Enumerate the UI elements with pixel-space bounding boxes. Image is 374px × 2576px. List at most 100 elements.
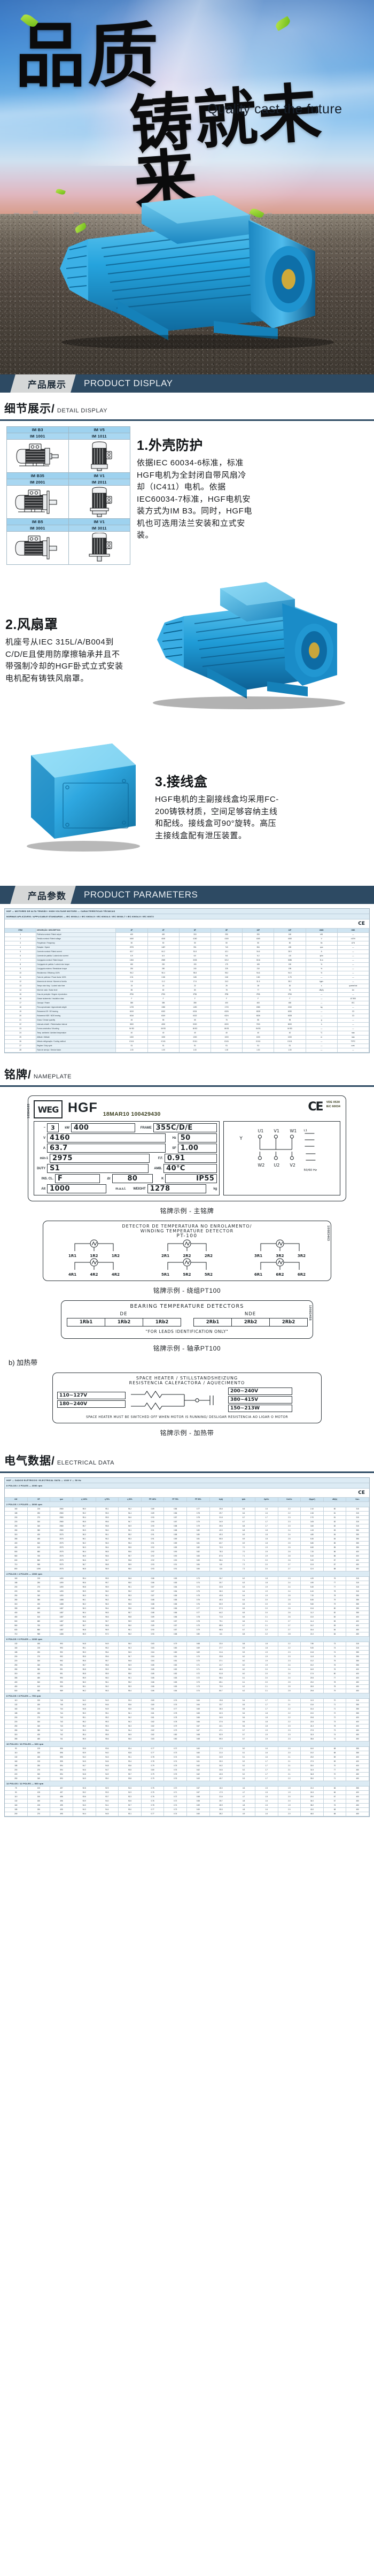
table-cell: 0.90 bbox=[164, 1550, 187, 1554]
table-cell: 94.5 bbox=[119, 1651, 142, 1655]
product-parameters-table: HGF — MOTORES DE ALTA TENSÃO / HIGH VOLT… bbox=[4, 908, 370, 1053]
table-cell: 5000 bbox=[179, 1023, 211, 1027]
table-cell: 0.85 bbox=[164, 1603, 187, 1607]
table-cell: 2.2 bbox=[278, 1507, 301, 1512]
table-row: 220 300 743 95.2 95.3 94.3 0.82 0.78 0.66 37.6 5.6… bbox=[5, 1720, 369, 1724]
table-cell: 0.88 bbox=[164, 1533, 187, 1537]
table-cell: Fator de potência / Power factor 100% bbox=[36, 976, 116, 980]
table-cell: C3 bbox=[337, 1010, 369, 1014]
table-cell: 1.6 bbox=[255, 1512, 278, 1516]
table-cell: 2.4 bbox=[278, 1585, 301, 1590]
subsection-cn-text: 电气数据/ bbox=[4, 1455, 55, 1467]
table-cell: 0.81 bbox=[141, 1707, 165, 1712]
voltage-key: V bbox=[43, 1136, 45, 1140]
table-cell: 75 bbox=[323, 1655, 347, 1659]
table-cell: 78 bbox=[211, 988, 243, 993]
table-cell: 2980 bbox=[50, 1512, 73, 1516]
table-cell: 0.78 bbox=[187, 1512, 210, 1516]
nameplate-serial: 18MAR10 100429430 bbox=[103, 1111, 161, 1117]
table-cell: 50 bbox=[274, 941, 306, 946]
table-cell: 2.5 bbox=[278, 1689, 301, 1693]
table-row: 560 760 2975 96.5 96.6 95.7 0.92 0.90 0.83 87.6 7.… bbox=[5, 1554, 369, 1559]
table-cell: 96.9 bbox=[96, 1567, 119, 1571]
table-cell: Fator de serviço / Service factor bbox=[36, 1048, 116, 1053]
table-cell: 93.2 bbox=[73, 1791, 96, 1795]
table-cell: 0.83 bbox=[141, 1737, 165, 1742]
table-cell: 70 bbox=[323, 1699, 347, 1703]
table-cell: 0.78 bbox=[141, 1760, 165, 1764]
table-header-row: kW HP rpm η 100% η 75% η 50% FP 100% FP 75% FP 5… bbox=[5, 1498, 369, 1502]
table-cell: 16.4 bbox=[301, 1707, 324, 1712]
table-cell: 0.89 bbox=[141, 1512, 165, 1516]
table-cell: 355 bbox=[346, 1529, 369, 1533]
table-cell: 1490 bbox=[50, 1581, 73, 1585]
table-cell: 380 bbox=[27, 1598, 51, 1603]
table-cell: 0.68 bbox=[187, 1737, 210, 1742]
table-cell: 31.5 bbox=[301, 1768, 324, 1773]
table-cell: 594 bbox=[50, 1768, 73, 1773]
table-cell: 0.83 bbox=[187, 1559, 210, 1563]
table-row: 355 480 741 95.5 95.6 94.6 0.83 0.80 0.68 59.0 5.7… bbox=[5, 1737, 369, 1742]
table-cell: — bbox=[337, 1027, 369, 1031]
table-cell: 400 bbox=[346, 1795, 369, 1799]
table-cell: 400 bbox=[147, 933, 180, 937]
table-cell: 2.2 bbox=[278, 1716, 301, 1720]
table-cell: 96.2 bbox=[73, 1689, 96, 1693]
table-cell: 94.3 bbox=[119, 1720, 142, 1724]
table-cell: Nível de ruído / Noise level bbox=[36, 988, 116, 993]
table-cell: 5.40 bbox=[301, 1585, 324, 1590]
table-cell: 12.0 bbox=[301, 1567, 324, 1571]
table-cell: 200 bbox=[243, 933, 275, 937]
table-cell: max bbox=[337, 1036, 369, 1040]
table-cell: 93.0 bbox=[119, 1808, 142, 1812]
table-cell: 0.80 bbox=[141, 1699, 165, 1703]
table-cell: 6.9 bbox=[232, 1537, 255, 1542]
table-cell: 2.2 bbox=[278, 1646, 301, 1651]
table-cell: 2980 bbox=[50, 1524, 73, 1529]
table-cell: 2.5 bbox=[278, 1598, 301, 1603]
table-cell: 93.9 bbox=[119, 1707, 142, 1712]
table-cell: 26.7 bbox=[209, 1577, 233, 1581]
table-cell: 450 bbox=[346, 1681, 369, 1685]
table-cell: 52.9 bbox=[209, 1733, 233, 1737]
table-cell: 94.5 bbox=[73, 1760, 96, 1764]
table-cell: 0.73 bbox=[164, 1751, 187, 1755]
pt100-lead-label: 1R2 bbox=[90, 1254, 98, 1258]
table-cell: 0.82 bbox=[211, 976, 243, 980]
table-cell: 990 bbox=[50, 1685, 73, 1689]
table-cell: 95.5 bbox=[96, 1733, 119, 1737]
table-cell: 1.9 bbox=[255, 1651, 278, 1655]
table-cell: 2975 bbox=[50, 1554, 73, 1559]
table-cell: 6000 bbox=[211, 1023, 243, 1027]
table-cell: 2.3 bbox=[278, 1655, 301, 1659]
table-cell: 315 bbox=[346, 1699, 369, 1703]
table-row: 250 340 2980 95.7 95.8 94.9 0.90 0.88 0.79 39.5 6.… bbox=[5, 1524, 369, 1529]
table-cell: 315 bbox=[5, 1533, 28, 1537]
table-cell: 0.82 bbox=[187, 1546, 210, 1550]
table-cell: 5.2 bbox=[232, 1773, 255, 1777]
table-cell: 96.2 bbox=[73, 1542, 96, 1546]
table-cell: 175 bbox=[211, 963, 243, 967]
table-cell: 4.15 bbox=[301, 1529, 324, 1533]
table-cell: 1000 bbox=[147, 1036, 180, 1040]
table-row: 23 Forma construtiva / Mounting IM B3 IM B3… bbox=[5, 1027, 369, 1031]
table-cell: 2.1 bbox=[255, 1685, 278, 1689]
table-cell: Corrente nominal / Rated current bbox=[36, 950, 116, 954]
table-cell: 78 bbox=[323, 1590, 347, 1594]
table-cell: 94.0 bbox=[96, 1799, 119, 1804]
table-row: 250 340 743 95.2 95.3 94.3 0.82 0.79 0.67 42.1 5.6… bbox=[5, 1724, 369, 1729]
table-cell: 2.0 bbox=[278, 1751, 301, 1755]
table-cell: 95.2 bbox=[73, 1512, 96, 1516]
table-cell: 34.9 bbox=[209, 1520, 233, 1524]
table-cell: 95.9 bbox=[96, 1668, 119, 1672]
table-row: 400 540 2975 96.2 96.3 95.4 0.91 0.89 0.81 63.7 6.… bbox=[5, 1542, 369, 1546]
table-cell: 81 bbox=[323, 1516, 347, 1520]
table-cell: 400 bbox=[211, 1001, 243, 1006]
table-cell: 76 bbox=[323, 1668, 347, 1672]
table-cell: 380 bbox=[27, 1729, 51, 1733]
power-factor-key: F.F. bbox=[158, 1156, 163, 1160]
table-cell: 93.9 bbox=[73, 1751, 96, 1755]
table-header-cell: 2P bbox=[116, 929, 148, 933]
pt100-lead-label: 1R2 bbox=[111, 1254, 120, 1258]
table-cell: 45.3 bbox=[209, 1598, 233, 1603]
